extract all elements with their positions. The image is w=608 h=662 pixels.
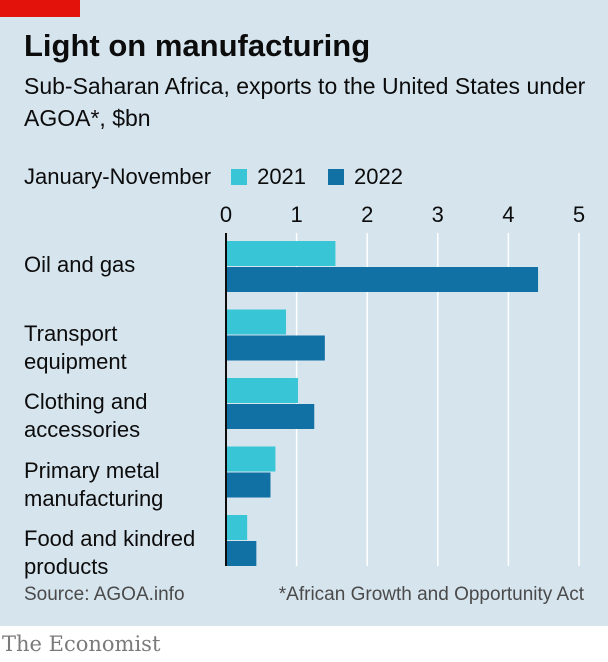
category-label-3: Clothing and accessories (24, 389, 148, 442)
legend: January-November 2021 2022 (24, 162, 425, 192)
bar-2022-4 (226, 472, 271, 498)
x-tick-label-2: 2 (361, 202, 373, 227)
bar-2021-3 (226, 378, 299, 403)
x-tick-label-5: 5 (573, 202, 585, 227)
legend-label-2022: 2022 (354, 164, 403, 189)
footnote: *African Growth and Opportunity Act (278, 584, 584, 605)
source-note: Source: AGOA.info (24, 584, 185, 605)
bar-2022-2 (226, 335, 325, 361)
category-label-5: Food and kindred products (24, 526, 196, 579)
brand-red-tag (0, 0, 80, 17)
x-tick-label-0: 0 (220, 202, 232, 227)
category-label-4: Primary metal manufacturing (24, 457, 164, 511)
bar-2021-5 (226, 515, 248, 540)
legend-period-label: January-November (24, 164, 212, 189)
bar-2022-3 (226, 404, 315, 429)
legend-item-2022: 2022 (328, 164, 403, 190)
legend-swatch-2021 (231, 169, 248, 185)
category-label-2: Transport equipment (24, 320, 127, 374)
legend-label-2021: 2021 (257, 164, 307, 189)
legend-swatch-2022 (328, 169, 345, 185)
bar-2021-2 (226, 309, 287, 335)
bar-2021-1 (226, 241, 336, 266)
bar-chart: 0 1 2 3 4 5 (220, 202, 585, 566)
chart-subtitle: Sub-Saharan Africa, exports to the Unite… (24, 73, 586, 131)
x-tick-label-3: 3 (432, 202, 444, 227)
chart-panel (0, 0, 608, 626)
chart-title: Light on manufacturing (24, 28, 371, 63)
bar-2022-5 (226, 541, 257, 566)
legend-item-2021: 2021 (231, 164, 306, 190)
brand-wordmark: The Economist (2, 632, 161, 656)
bar-2022-1 (226, 267, 539, 292)
x-tick-label-1: 1 (290, 202, 302, 227)
bar-2021-4 (226, 446, 276, 472)
category-label-1: Oil and gas (24, 252, 136, 277)
x-tick-label-4: 4 (502, 202, 514, 227)
